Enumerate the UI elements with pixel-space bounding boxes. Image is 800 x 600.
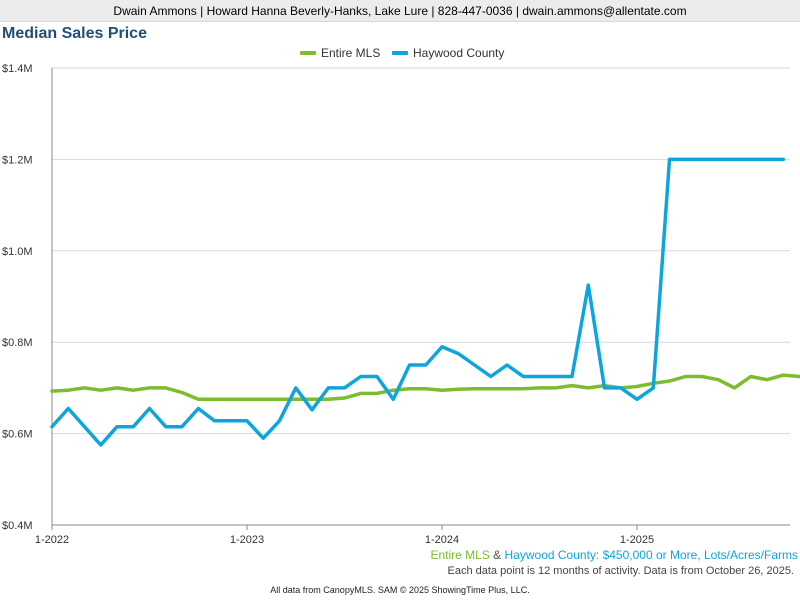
- series-line-haywood-county: [50, 157, 786, 447]
- legend-label-haywood: Haywood County: [413, 46, 505, 60]
- footer-filter-text: : $450,000 or More, Lots/Acres/Farms: [595, 548, 798, 562]
- y-tick-label: $0.4M: [2, 520, 33, 532]
- legend-item-entire-mls: Entire MLS: [300, 46, 380, 60]
- footer-haywood-label: Haywood County: [504, 548, 596, 562]
- legend-item-haywood: Haywood County: [392, 46, 504, 60]
- chart-title: Median Sales Price: [2, 25, 147, 42]
- x-tick-label: 1-2022: [35, 534, 69, 546]
- x-tick-label: 1-2023: [230, 534, 264, 546]
- chart-legend: Entire MLS Haywood County: [0, 46, 800, 62]
- contact-bar: Dwain Ammons | Howard Hanna Beverly-Hank…: [0, 0, 800, 22]
- legend-swatch-haywood: [392, 50, 408, 55]
- y-tick-label: $1.0M: [2, 246, 33, 258]
- footer-entire-label: Entire MLS: [430, 548, 490, 562]
- footer-source: All data from CanopyMLS. SAM © 2025 Show…: [270, 585, 530, 595]
- contact-text: Dwain Ammons | Howard Hanna Beverly-Hank…: [113, 4, 687, 18]
- x-tick-label: 1-2025: [620, 534, 654, 546]
- y-tick-label: $1.2M: [2, 154, 33, 166]
- y-tick-label: $0.6M: [2, 429, 33, 441]
- legend-swatch-entire-mls: [300, 50, 316, 55]
- legend-label-entire-mls: Entire MLS: [321, 46, 381, 60]
- y-tick-label: $0.8M: [2, 337, 33, 349]
- footer-series-filter: Entire MLS & Haywood County: $450,000 or…: [430, 548, 798, 562]
- x-tick-label: 1-2024: [425, 534, 459, 546]
- series-line-entire-mls: [50, 373, 800, 402]
- footer-amp: &: [489, 548, 505, 562]
- y-tick-label: $1.4M: [2, 63, 33, 75]
- footer-note: Each data point is 12 months of activity…: [447, 565, 794, 577]
